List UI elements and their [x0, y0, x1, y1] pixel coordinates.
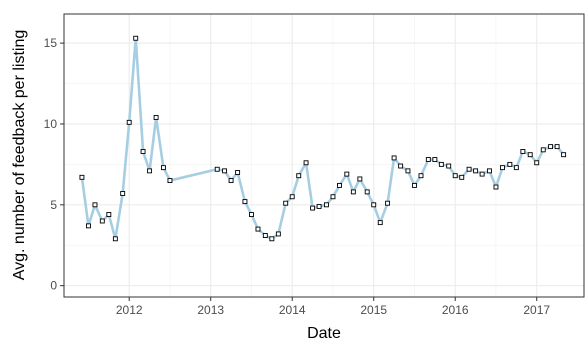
data-point [520, 149, 526, 154]
x-tick-label: 2017 [523, 303, 550, 317]
data-point [452, 173, 458, 179]
data-point [269, 236, 275, 242]
data-point [99, 218, 105, 224]
data-point [296, 173, 302, 179]
data-point [153, 115, 159, 120]
data-point [289, 194, 295, 200]
data-point [242, 199, 248, 205]
x-tick-label: 2016 [442, 303, 469, 317]
x-tick-label: 2015 [360, 303, 387, 317]
y-axis-title: Avg. number of feedback per listing [11, 30, 28, 281]
data-point [92, 202, 98, 208]
data-point [385, 200, 391, 206]
data-point [85, 223, 91, 229]
data-point [412, 182, 417, 188]
series-layer [79, 35, 567, 242]
data-point [459, 174, 465, 180]
data-point [350, 189, 356, 195]
data-point [507, 161, 513, 167]
y-tick-label: 15 [44, 36, 58, 50]
data-point [438, 161, 444, 167]
data-point [548, 144, 554, 150]
data-point [371, 202, 377, 208]
series-line [80, 36, 565, 241]
data-point [126, 119, 132, 125]
data-point [249, 212, 254, 217]
data-point [303, 160, 309, 166]
data-point [487, 168, 492, 174]
data-point [405, 168, 411, 174]
data-point [235, 170, 241, 175]
data-point [466, 166, 472, 172]
data-point [214, 166, 220, 172]
y-tick-label: 5 [50, 198, 57, 212]
data-point [513, 165, 519, 171]
data-point [364, 189, 370, 195]
data-point [479, 171, 485, 177]
data-point [120, 191, 126, 196]
data-point [500, 165, 505, 171]
data-point [337, 182, 342, 188]
data-point [377, 220, 383, 226]
data-point [527, 152, 533, 158]
data-point [283, 200, 289, 206]
y-tick-label: 0 [50, 279, 57, 293]
data-point [357, 176, 363, 182]
data-point [432, 157, 438, 162]
data-point [275, 231, 281, 237]
data-point [160, 165, 166, 171]
data-point [316, 203, 322, 209]
data-point [79, 174, 85, 180]
plot-border [63, 13, 585, 298]
major-gridlines [64, 14, 584, 297]
y-axis-ticks: 0 5 10 15 [44, 36, 64, 293]
x-tick-label: 2013 [197, 303, 224, 317]
y-tick-label: 10 [44, 117, 58, 131]
data-point [112, 236, 118, 242]
data-point [167, 178, 173, 184]
data-point [425, 157, 431, 162]
x-tick-label: 2012 [116, 303, 143, 317]
data-point [310, 205, 316, 211]
x-axis-title: Date [307, 325, 341, 342]
data-point [493, 184, 499, 190]
data-point [344, 171, 350, 177]
x-tick-label: 2014 [279, 303, 306, 317]
data-point [262, 233, 268, 239]
data-point [106, 212, 112, 217]
data-point [554, 144, 560, 150]
data-point [255, 226, 261, 232]
data-point [228, 178, 234, 184]
data-point [418, 173, 424, 179]
data-point [398, 163, 404, 169]
x-axis-ticks: 2012 2013 2014 2015 2016 2017 [116, 297, 550, 317]
data-point [133, 35, 139, 41]
data-point [140, 149, 146, 154]
data-point [473, 168, 479, 174]
data-point [391, 155, 397, 161]
data-point [561, 152, 567, 158]
data-point [330, 194, 336, 200]
data-point [446, 163, 452, 169]
data-point [324, 202, 329, 208]
plot-panel [64, 14, 584, 297]
data-point [147, 168, 153, 174]
data-point [222, 168, 228, 174]
data-point [534, 160, 540, 166]
data-point [540, 147, 546, 153]
